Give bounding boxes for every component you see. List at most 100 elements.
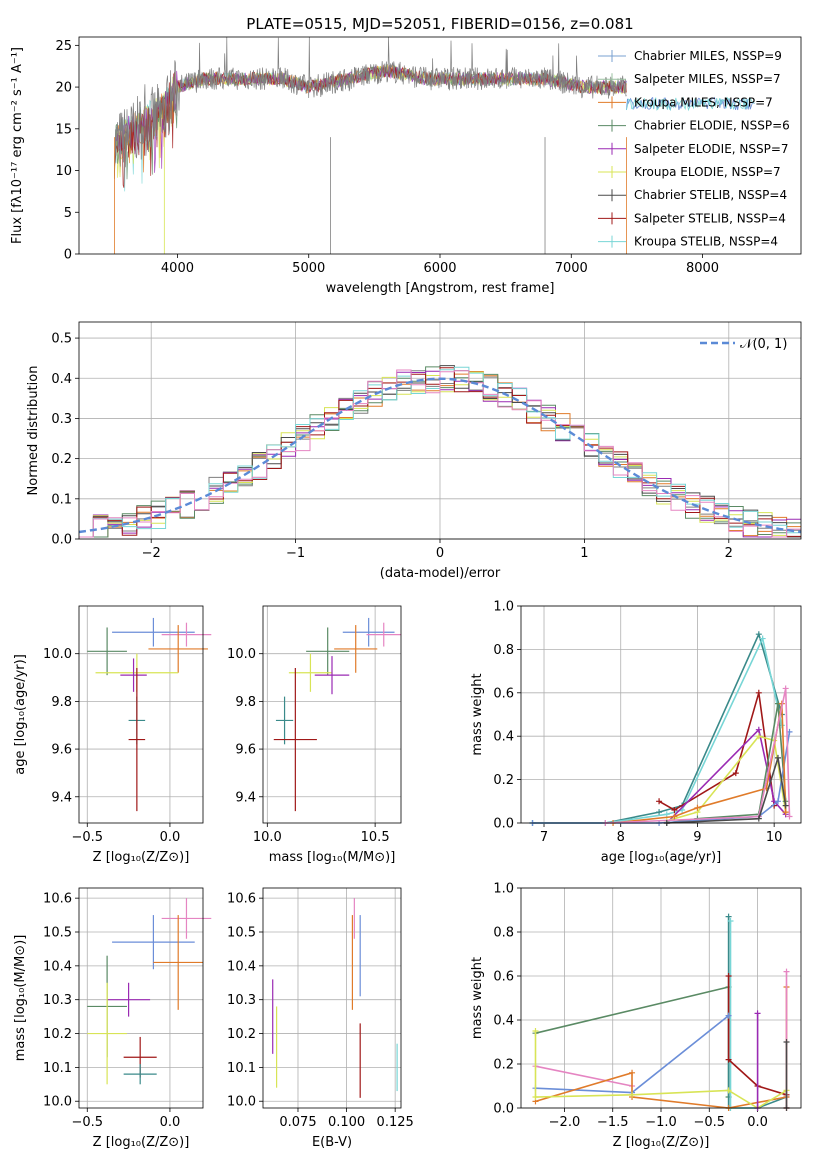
legend-label: 𝒩(0, 1) [740, 337, 787, 352]
x-axis-label: Z [log₁₀(Z/Z⊙)] [613, 1135, 710, 1150]
error-bar-point [123, 1064, 157, 1085]
y-tick-label: 0.3 [51, 412, 72, 427]
y-tick-label: 25 [55, 39, 72, 54]
error-bar-point [120, 658, 147, 692]
y-tick-label: 10.5 [227, 926, 256, 941]
x-tick-label: 8 [617, 830, 625, 845]
error-bar-point [128, 668, 146, 812]
axes-frame [262, 605, 402, 824]
x-tick-label: 6000 [423, 261, 456, 276]
weight-marker [727, 918, 734, 924]
x-tick-label: −2 [142, 546, 161, 561]
error-bar-point [342, 617, 395, 647]
plot-area [273, 617, 401, 812]
weight-marker [663, 811, 670, 818]
axes-frame [78, 36, 802, 255]
x-axis-label: Z [log₁₀(Z/Z⊙)] [93, 1135, 190, 1150]
panel-mass_vs_Z: −0.5 0.0 10.0 10.1 10.2 10.3 10.4 10.5 10.6 Z [lo… [13, 887, 212, 1150]
x-tick-label: 0.0 [160, 830, 181, 845]
y-tick-label: 10.4 [43, 959, 72, 974]
legend-label: Kroupa MILES, NSSP=7 [634, 95, 773, 109]
weight-marker [755, 733, 762, 740]
weight-marker [783, 968, 790, 975]
axes-frame [78, 887, 204, 1109]
y-axis-label: age [log₁₀(age/yr)] [13, 654, 28, 775]
y-tick-label: 0.4 [493, 730, 514, 745]
weight-series-line [658, 692, 775, 811]
y-axis-label: Normed distribution [26, 366, 41, 496]
error-bar-point [366, 622, 401, 647]
figure-title: PLATE=0515, MJD=52051, FIBERID=0156, z=0… [246, 15, 633, 33]
weight-marker [725, 1056, 732, 1063]
weight-marker [532, 1028, 539, 1034]
y-tick-label: 0.1 [51, 492, 72, 507]
gaussian-curve [78, 377, 802, 534]
plot-area [78, 365, 802, 538]
residual-histogram [79, 369, 801, 538]
panel-weight_vs_Z: −2.0 −1.5 −1.0 −0.5 0.0 0.0 0.2 0.4 0.6 0.8 1.0 Z [… [470, 882, 802, 1150]
weight-marker [656, 798, 663, 805]
y-tick-label: 1.0 [493, 882, 514, 897]
y-tick-label: 10.1 [43, 1061, 72, 1076]
legend-label: Chabrier ELODIE, NSSP=6 [634, 119, 790, 133]
x-axis-label: E(B-V) [312, 1135, 352, 1150]
plot-area [87, 617, 212, 812]
weight-marker [732, 770, 739, 777]
y-tick-label: 9.6 [51, 743, 72, 758]
weight-series-line [534, 1031, 787, 1109]
axes-frame [78, 605, 204, 824]
x-tick-label: 0.0 [160, 1115, 181, 1130]
plot-area [114, 36, 755, 254]
weight-marker [671, 806, 678, 813]
y-tick-label: 9.8 [51, 695, 72, 710]
y-tick-label: 10.0 [227, 647, 256, 662]
x-axis-label: wavelength [Angstrom, rest frame] [326, 281, 555, 296]
y-tick-label: 10.6 [43, 892, 72, 907]
x-tick-label: 0.125 [377, 1115, 414, 1130]
y-tick-label: 9.4 [235, 790, 256, 805]
x-tick-label: −1 [286, 546, 305, 561]
weight-marker [725, 1087, 732, 1094]
x-tick-label: 10.5 [361, 830, 390, 845]
x-tick-label: 5000 [292, 261, 325, 276]
y-tick-label: 10.3 [227, 993, 256, 1008]
y-tick-label: 10.0 [43, 647, 72, 662]
error-bar-point [87, 982, 127, 1085]
legend: Chabrier MILES, NSSP=9 Salpeter MILES, NS… [598, 49, 790, 249]
legend-label: Salpeter STELIB, NSSP=4 [634, 211, 786, 225]
x-tick-label: 9 [693, 830, 701, 845]
weight-marker [782, 809, 789, 816]
weight-series-line [605, 688, 791, 824]
weight-marker [783, 1039, 790, 1045]
error-bar-point [275, 696, 294, 745]
x-tick-label: 0.100 [328, 1115, 365, 1130]
y-tick-label: 9.8 [235, 695, 256, 710]
panel-residuals: −2 −1 0 1 2 0.0 0.1 0.2 0.3 0.4 0.5 (data-model)/er… [26, 321, 802, 581]
plot-area [529, 631, 793, 826]
legend-label: Kroupa STELIB, NSSP=4 [634, 235, 778, 249]
weight-marker [725, 973, 732, 979]
x-axis-label: mass [log₁₀(M/M⊙)] [269, 850, 396, 865]
weight-marker [629, 1091, 636, 1098]
y-axis-label: mass [log₁₀(M/M⊙)] [13, 935, 28, 1062]
weight-series-line [613, 703, 787, 824]
weight-series-line [666, 757, 787, 824]
x-tick-label: −0.5 [71, 830, 103, 845]
axes-frame [78, 321, 802, 540]
x-tick-label: −0.5 [71, 1115, 103, 1130]
y-axis-label: Flux [fλ10⁻¹⁷ erg cm⁻² s⁻¹ A⁻¹] [10, 47, 25, 244]
error-bar-point [148, 625, 208, 673]
y-tick-label: 10.1 [227, 1061, 256, 1076]
panel-spectrum: 4000 5000 6000 7000 8000 0 5 10 15 20 25 wavelength… [10, 36, 802, 296]
error-bar-point [153, 915, 203, 1010]
weight-marker [755, 631, 762, 638]
panel-age_vs_mass: 10.0 10.5 9.4 9.6 9.8 10.0 mass [log₁₀(M/M⊙)] [227, 605, 402, 865]
weight-marker [671, 813, 678, 820]
weight-series-line [729, 921, 758, 1109]
weight-marker [759, 635, 766, 642]
y-tick-label: 0.5 [51, 332, 72, 347]
y-tick-label: 20 [55, 81, 72, 96]
weight-marker [774, 798, 781, 805]
weight-marker [754, 1010, 761, 1017]
x-tick-label: −1.0 [645, 1115, 677, 1130]
